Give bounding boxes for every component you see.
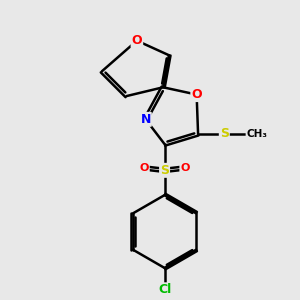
Text: S: S — [160, 164, 169, 177]
Text: O: O — [140, 163, 149, 173]
Text: Cl: Cl — [158, 283, 171, 296]
Text: N: N — [140, 113, 151, 126]
Text: O: O — [191, 88, 202, 101]
Text: O: O — [132, 34, 142, 47]
Text: CH₃: CH₃ — [246, 129, 267, 139]
Text: S: S — [220, 128, 229, 140]
Text: O: O — [180, 163, 190, 173]
